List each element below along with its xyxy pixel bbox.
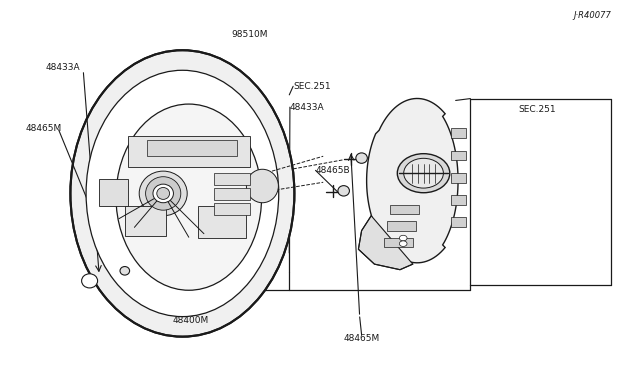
Text: SEC.251: SEC.251 [293,82,331,91]
Text: J·R40077: J·R40077 [573,11,611,20]
Text: 48400M: 48400M [173,316,209,325]
Ellipse shape [86,70,279,317]
Polygon shape [358,216,413,270]
Bar [387,221,416,231]
Ellipse shape [146,177,180,210]
Bar [451,173,465,183]
Ellipse shape [399,235,407,241]
Bar [451,128,465,138]
Ellipse shape [356,153,367,163]
Bar [384,238,413,247]
Ellipse shape [338,186,349,196]
Bar [214,203,250,215]
Bar [125,206,166,236]
Bar [451,151,465,160]
Text: SEC.251: SEC.251 [519,105,556,114]
Text: 48433A: 48433A [290,103,324,112]
Ellipse shape [140,171,187,216]
Polygon shape [367,99,458,263]
Bar [390,205,419,214]
Ellipse shape [246,169,278,203]
Bar [214,188,250,200]
Ellipse shape [399,241,407,246]
Ellipse shape [404,158,444,188]
Bar [147,140,237,156]
Ellipse shape [70,50,294,337]
Bar [451,218,465,227]
Bar [214,173,250,185]
Text: 98510M: 98510M [231,30,268,39]
Text: 48433A: 48433A [45,63,80,72]
Bar [451,195,465,205]
Text: 48465M: 48465M [26,124,61,133]
Text: 48465B: 48465B [316,166,350,175]
Ellipse shape [153,184,173,203]
Ellipse shape [81,274,97,288]
Ellipse shape [116,104,262,290]
Bar [198,206,246,238]
Ellipse shape [397,154,450,193]
Ellipse shape [157,187,170,199]
Ellipse shape [120,266,129,275]
Bar [128,136,250,167]
Text: 48465M: 48465M [344,334,380,343]
Bar [99,179,128,206]
